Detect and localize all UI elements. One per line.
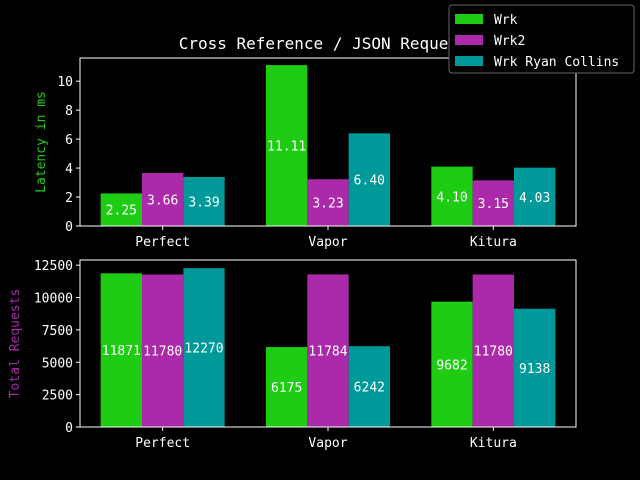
- y-axis-label: Latency in ms: [34, 91, 49, 193]
- bar-kitura-wrk: [431, 166, 473, 226]
- bar-value-label: 11784: [308, 345, 347, 360]
- bar-value-label: 9138: [519, 362, 550, 377]
- legend: Wrk Wrk2 Wrk Ryan Collins: [448, 4, 635, 74]
- bar-vapor-wrk: [266, 65, 308, 226]
- legend-swatch: [455, 35, 483, 45]
- bar-value-label: 11.11: [267, 140, 306, 155]
- bar-kitura-wrk: [431, 301, 473, 427]
- y-axis-label: Total Requests: [8, 289, 23, 399]
- bar-value-label: 6175: [271, 381, 302, 396]
- bar-value-label: 3.39: [188, 195, 219, 210]
- y-tick-label: 2: [65, 191, 73, 206]
- bar-perfect-wrk: [100, 273, 142, 427]
- bar-vapor-wrk-ryan-collins: [348, 133, 390, 226]
- y-tick-label: 10000: [34, 292, 73, 307]
- bar-perfect-wrk: [100, 193, 142, 226]
- y-tick-label: 0: [65, 220, 73, 235]
- y-tick-label: 0: [65, 421, 73, 436]
- bar-value-label: 3.23: [312, 197, 343, 212]
- y-tick-label: 8: [65, 104, 73, 119]
- bar-value-label: 4.03: [519, 191, 550, 206]
- chart-title: Cross Reference / JSON Requests: [179, 34, 478, 53]
- legend-label: Wrk: [494, 13, 518, 28]
- x-tick-label: Kitura: [470, 436, 517, 451]
- bar-perfect-wrk-ryan-collins: [183, 268, 225, 427]
- bar-kitura-wrk2: [472, 180, 514, 226]
- y-tick-label: 2500: [42, 389, 73, 404]
- bar-value-label: 6.40: [354, 174, 385, 189]
- legend-label: Wrk2: [494, 34, 525, 49]
- bar-value-label: 12270: [184, 342, 223, 357]
- bar-value-label: 4.10: [436, 190, 467, 205]
- bar-vapor-wrk2: [307, 274, 349, 427]
- y-tick-label: 6: [65, 133, 73, 148]
- bar-vapor-wrk2: [307, 179, 349, 226]
- bar-value-label: 3.66: [147, 193, 178, 208]
- y-tick-label: 12500: [34, 259, 73, 274]
- bar-kitura-wrk-ryan-collins: [514, 167, 556, 226]
- bar-value-label: 9682: [436, 358, 467, 373]
- x-tick-label: Perfect: [135, 436, 190, 451]
- bar-perfect-wrk2: [142, 274, 184, 427]
- bar-value-label: 11871: [102, 344, 141, 359]
- bar-value-label: 11780: [143, 345, 182, 360]
- x-tick-label: Vapor: [308, 436, 347, 451]
- x-tick-label: Vapor: [308, 235, 347, 250]
- y-tick-label: 10: [57, 75, 73, 90]
- subplot-1: 2.25 11.11 4.10 3.66 3.23 3.15 3.39 6.40 4.03 0 2 4…: [34, 34, 577, 250]
- bar-perfect-wrk2: [142, 172, 184, 226]
- bar-perfect-wrk-ryan-collins: [183, 176, 225, 226]
- y-tick-label: 4: [65, 162, 73, 177]
- bar-kitura-wrk2: [472, 274, 514, 427]
- y-tick-label: 5000: [42, 356, 73, 371]
- bar-vapor-wrk: [266, 347, 308, 427]
- x-tick-label: Perfect: [135, 235, 190, 250]
- y-tick-label: 7500: [42, 324, 73, 339]
- legend-swatch: [455, 56, 483, 66]
- bar-kitura-wrk-ryan-collins: [514, 308, 556, 427]
- legend-label: Wrk Ryan Collins: [494, 55, 619, 70]
- bar-value-label: 3.15: [478, 197, 509, 212]
- bar-value-label: 6242: [354, 381, 385, 396]
- bar-value-label: 2.25: [106, 204, 137, 219]
- bar-vapor-wrk-ryan-collins: [348, 346, 390, 427]
- legend-swatch: [455, 14, 483, 24]
- legend-box: [448, 4, 635, 74]
- bar-value-label: 11780: [474, 345, 513, 360]
- x-tick-label: Kitura: [470, 235, 517, 250]
